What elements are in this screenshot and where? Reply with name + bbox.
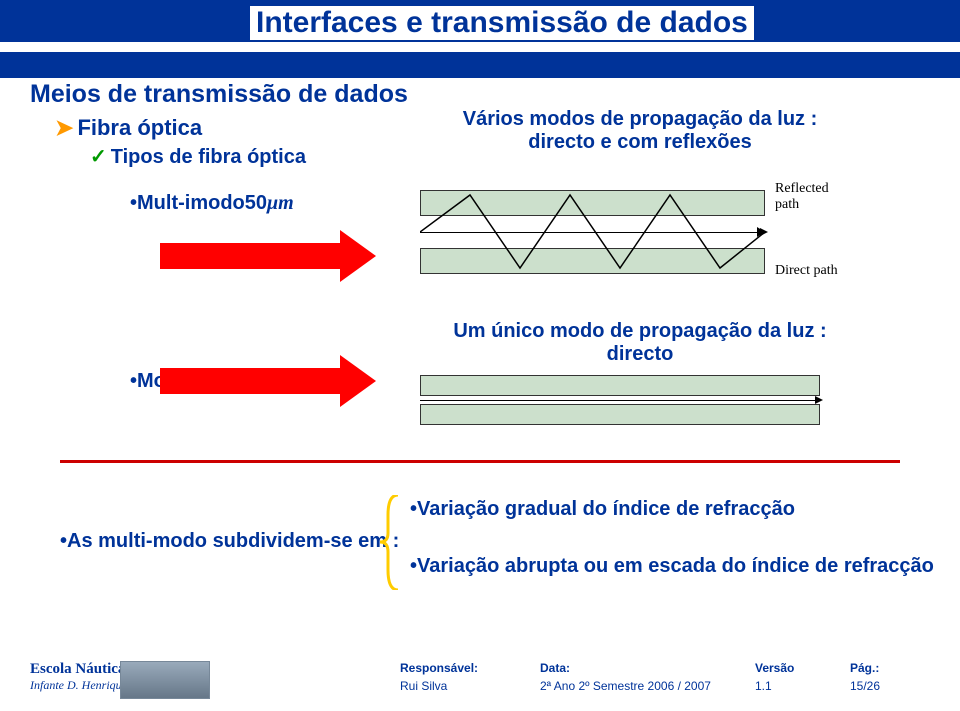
diagram-monomode [420,375,840,435]
page-label: Pág.: [850,661,880,675]
ver-label: Versão [755,661,794,675]
desc1-l1: Vários modos de propagação da luz : [463,108,818,130]
sub1-text: Variação gradual do índice de refracção [417,498,795,520]
arrow-bullet-icon: ➤ [55,115,73,140]
footer-responsible: Responsável: Rui Silva [400,661,478,693]
desc2-l1: Um único modo de propagação da luz : [453,320,826,342]
header-gap [0,42,960,52]
direct-path-line [420,232,765,233]
bullet-dot: • [130,370,137,392]
separator-line [60,460,900,463]
direct-path-arrowhead-icon [760,228,768,236]
arrow-shaft [160,368,340,394]
subdivision-item-2: •Variação abrupta ou em escada do índice… [410,555,934,578]
desc1-l2: directo e com reflexões [528,131,751,153]
date-value: 2ª Ano 2º Semestre 2006 / 2007 [540,679,711,693]
footer-version: Versão 1.1 [755,661,794,693]
heading-sub1-text: Fibra óptica [77,115,202,140]
heading-sub2-text: Tipos de fibra óptica [111,146,306,168]
school-photo [120,661,210,699]
heading-main: Meios de transmissão de dados [30,80,408,109]
ver-value: 1.1 [755,679,794,693]
direct-path-label: Direct path [775,263,838,279]
bullet-dot: • [60,530,67,552]
direct-path-line [420,400,820,401]
arrow-head-icon [340,230,376,282]
subdivision-text: As multi-modo subdividem-se em : [67,530,399,552]
multimode-label: •Mult-imodo50μm [130,192,294,215]
subdivision-label: •As multi-modo subdividem-se em : [60,530,399,553]
page-value: 15/26 [850,679,880,693]
resp-value: Rui Silva [400,679,478,693]
red-arrow-multimode [160,230,376,282]
date-label: Data: [540,661,711,675]
slide-title: Interfaces e transmissão de dados [250,6,754,40]
check-icon: ✓ [90,146,107,168]
resp-label: Responsável: [400,661,478,675]
subdivision-item-1: •Variação gradual do índice de refracção [410,498,795,521]
diagram-multimode: Reflected path Direct path [420,165,840,295]
red-arrow-monomode [160,355,376,407]
multimode-prefix: Mult-imodo [137,192,245,214]
curly-brace-icon [380,495,400,590]
description-multimode: Vários modos de propagação da luz : dire… [430,108,850,154]
bullet-dot: • [410,498,417,520]
heading-sub2: ✓Tipos de fibra óptica [90,144,306,169]
arrow-head-icon [340,355,376,407]
desc2-l2: directo [607,343,674,365]
footer-page: Pág.: 15/26 [850,661,880,693]
bullet-dot: • [130,192,137,214]
school-logo: Escola Náutica Infante D. Henrique [30,661,127,693]
bullet-dot: • [410,555,417,577]
footer-date: Data: 2ª Ano 2º Semestre 2006 / 2007 [540,661,711,693]
reflected-path-label: Reflected path [775,181,840,213]
logo-line1: Escola Náutica [30,661,127,678]
logo-line2: Infante D. Henrique [30,678,127,693]
sub2-text: Variação abrupta ou em escada do índice … [417,555,934,577]
description-monomode: Um único modo de propagação da luz : dir… [430,320,850,366]
direct-path-arrowhead-icon [815,396,823,404]
header-mid-bar [0,52,960,78]
footer: Escola Náutica Infante D. Henrique Respo… [0,633,960,711]
arrow-shaft [160,243,340,269]
multimode-size: 50 [245,192,267,214]
multimode-unit: μm [267,192,294,214]
slide: Interfaces e transmissão de dados Meios … [0,0,960,711]
heading-sub1: ➤Fibra óptica [55,115,202,141]
